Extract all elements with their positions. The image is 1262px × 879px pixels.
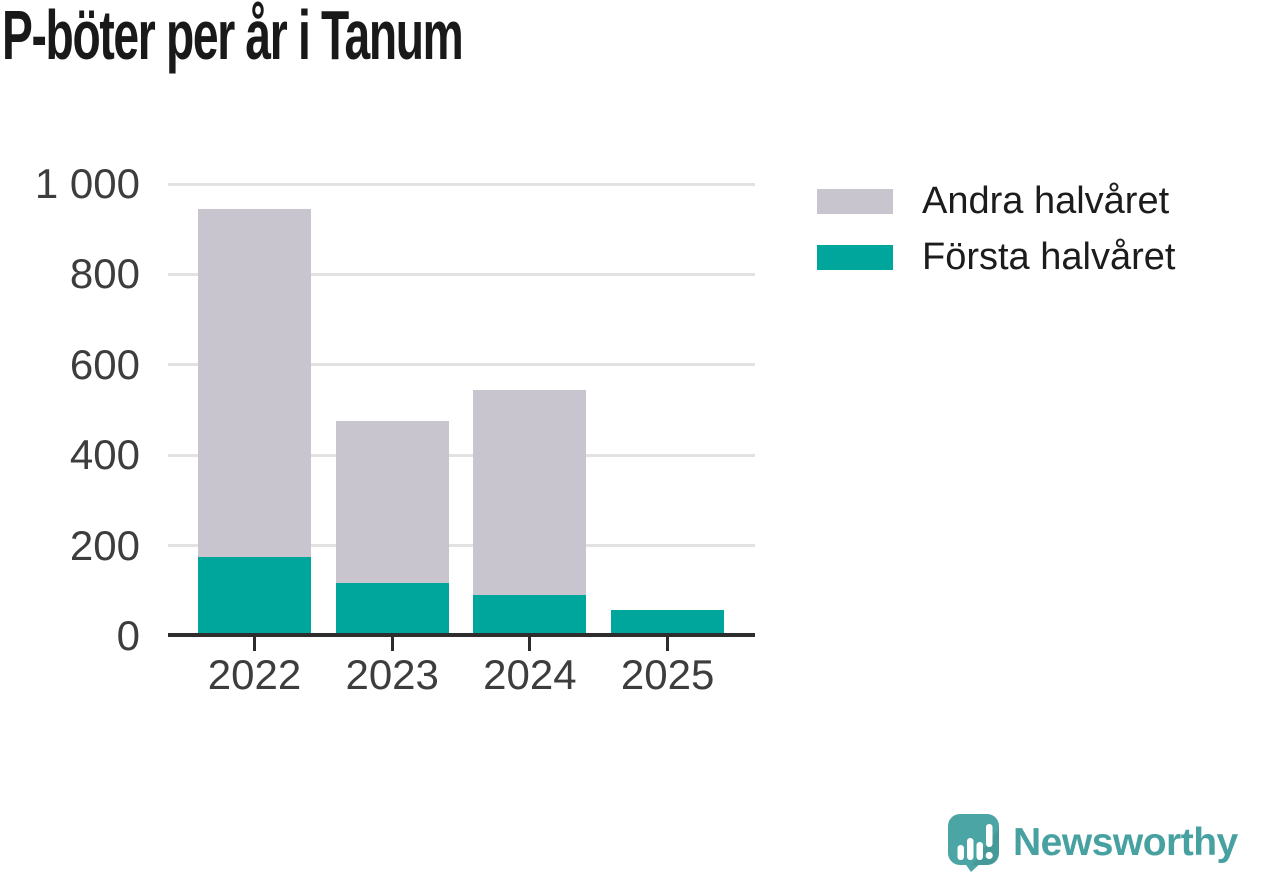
y-tick-label-200: 200: [69, 521, 140, 569]
legend-label-forsta: Första halvåret: [922, 236, 1176, 278]
bar-2024-second-half: [473, 389, 587, 596]
gridline-400: [168, 453, 755, 457]
chart-title: P-böter per år i Tanum: [2, 0, 464, 74]
x-tick-label-2025: 2025: [620, 651, 715, 698]
gridline-600: [168, 363, 755, 367]
newsworthy-logo-icon: [948, 814, 999, 872]
x-axis-line: [168, 633, 755, 637]
x-tick-2025: [666, 637, 670, 651]
bar-2025-first-half: [611, 609, 725, 636]
newsworthy-logo: Newsworthy: [948, 814, 1238, 872]
bar-2023-first-half: [335, 582, 449, 636]
y-tick-label-0: 0: [116, 612, 140, 659]
legend-item-andra-halvaret: Andra halvåret: [817, 180, 1175, 222]
y-tick-label-600: 600: [69, 340, 140, 388]
x-tick-2023: [390, 637, 394, 651]
x-tick-2024: [528, 637, 532, 651]
x-tick-label-2022: 2022: [207, 651, 302, 698]
x-tick-2022: [253, 637, 256, 651]
newsworthy-logo-text: Newsworthy: [1013, 821, 1238, 864]
y-tick-label-1000: 1 000: [34, 160, 140, 207]
legend-swatch-forsta: [817, 245, 893, 270]
y-tick-label-800: 800: [69, 250, 140, 298]
legend-item-forsta-halvaret: Första halvåret: [817, 236, 1175, 278]
bar-2022-second-half: [198, 208, 311, 557]
x-tick-label-2023: 2023: [345, 651, 439, 698]
gridline-200: [168, 544, 755, 548]
bar-2023-second-half: [335, 420, 449, 583]
legend-swatch-andra: [817, 189, 893, 214]
bar-2024-first-half: [473, 595, 587, 636]
gridline-1000: [168, 182, 755, 186]
x-tick-label-2024: 2024: [483, 651, 577, 698]
y-tick-label-400: 400: [69, 431, 140, 479]
gridline-800: [168, 272, 755, 276]
bar-2022-first-half: [198, 556, 311, 636]
legend: Andra halvåret Första halvåret: [817, 180, 1175, 301]
legend-label-andra: Andra halvåret: [922, 180, 1170, 222]
